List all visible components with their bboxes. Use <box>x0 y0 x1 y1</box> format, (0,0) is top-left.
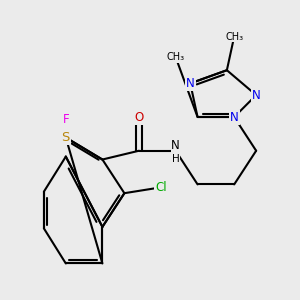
Text: O: O <box>134 111 144 124</box>
Text: N: N <box>186 77 195 90</box>
Text: CH₃: CH₃ <box>167 52 185 62</box>
Text: N: N <box>230 111 239 124</box>
Text: N: N <box>171 139 180 152</box>
Text: CH₃: CH₃ <box>225 32 243 41</box>
Text: H: H <box>172 154 179 164</box>
Text: S: S <box>61 131 70 144</box>
Text: Cl: Cl <box>155 181 167 194</box>
Text: F: F <box>62 113 69 127</box>
Text: N: N <box>252 88 260 102</box>
